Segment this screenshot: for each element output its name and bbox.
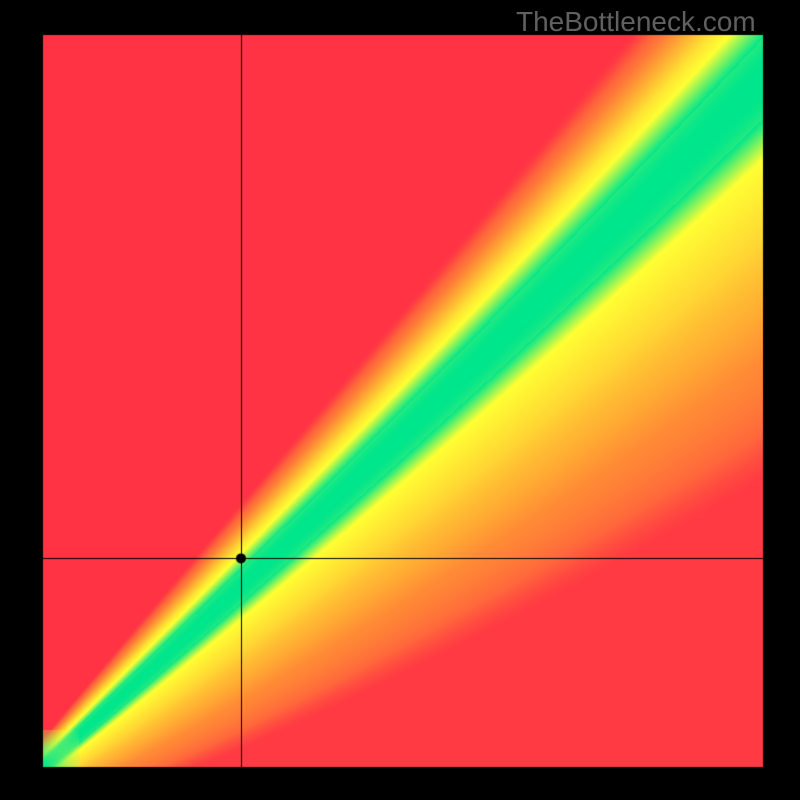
bottleneck-heatmap	[0, 0, 800, 800]
watermark-text: TheBottleneck.com	[516, 6, 756, 38]
chart-container: TheBottleneck.com	[0, 0, 800, 800]
